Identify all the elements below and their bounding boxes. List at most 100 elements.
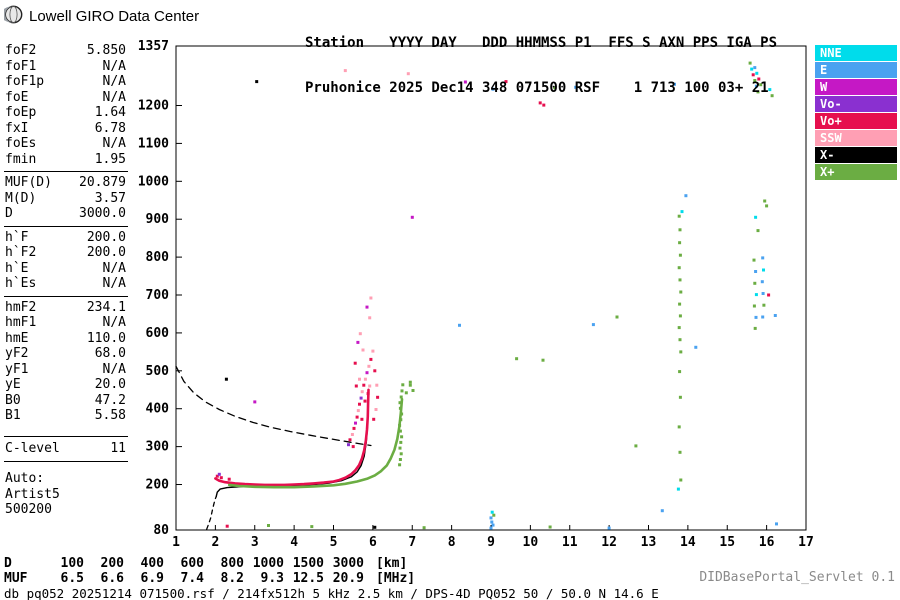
station-header-columns: Station YYYY DAY DDD HHMMSS P1 FFS S AXN… — [305, 35, 778, 51]
param-value: 234.1 — [86, 299, 126, 315]
legend-item-E: E — [815, 62, 897, 78]
svg-text:1000: 1000 — [138, 174, 169, 189]
param-group-4: C-level 11 — [4, 437, 128, 462]
legend: NNE E W Vo- Vo+ SSW X- X+ — [815, 45, 897, 181]
svg-text:900: 900 — [146, 212, 170, 227]
param-value: N/A — [102, 89, 126, 105]
svg-text:9: 9 — [487, 535, 495, 550]
svg-text:300: 300 — [146, 440, 170, 455]
table-row-MUF: MUF 6.5 6.6 6.9 7.4 8.2 9.3 12.5 20.9 [MHz] — [4, 571, 415, 586]
param-label: hmE — [5, 330, 29, 346]
param-label: yE — [5, 377, 21, 392]
param-row-fmin: fmin 1.95 — [5, 152, 126, 168]
param-row-MUF-D-: MUF(D) 20.879 — [5, 175, 126, 191]
param-row-foE: foE N/A — [5, 90, 126, 106]
svg-text:600: 600 — [146, 326, 170, 341]
parameter-groups: foF2 5.850 foF1 N/A foF1p N/A foE N/A foEp 1.64 fx… — [4, 40, 128, 462]
param-label: yF1 — [5, 361, 29, 377]
param-label: D — [5, 206, 13, 221]
svg-text:1200: 1200 — [138, 99, 169, 114]
table-cell: 6.9 — [140, 571, 164, 586]
artist-fitted-trace — [215, 394, 370, 498]
legend-item-W: W — [815, 79, 897, 95]
param-row-hmF2: hmF2 234.1 — [5, 300, 126, 316]
x-mode-trace — [227, 397, 404, 489]
svg-text:10: 10 — [523, 535, 539, 550]
svg-text:16: 16 — [759, 535, 775, 550]
param-value: 3.57 — [94, 190, 126, 206]
param-label: foEp — [5, 105, 37, 120]
param-value: 1.64 — [94, 105, 126, 120]
param-row-C-level: C-level 11 — [5, 441, 126, 457]
param-row-foEs: foEs N/A — [5, 136, 126, 152]
svg-text:15: 15 — [719, 535, 735, 550]
param-label: hmF1 — [5, 315, 37, 330]
param-label: C-level — [5, 440, 60, 456]
svg-text:17: 17 — [798, 535, 814, 550]
table-cell: 400 — [140, 556, 164, 571]
table-cell: 6.6 — [100, 571, 124, 586]
param-row-foF2: foF2 5.850 — [5, 43, 126, 59]
param-value: 110.0 — [86, 330, 126, 346]
table-cell: 600 — [180, 556, 204, 571]
svg-text:5: 5 — [330, 535, 338, 550]
svg-text:200: 200 — [146, 478, 170, 493]
svg-text:1100: 1100 — [138, 136, 169, 151]
param-row-B1: B1 5.58 — [5, 408, 126, 424]
table-cell: 200 — [100, 556, 124, 571]
row-unit: [km] — [376, 556, 408, 571]
param-value: N/A — [102, 361, 126, 377]
param-label: fxI — [5, 120, 29, 136]
param-label: foEs — [5, 136, 37, 151]
svg-text:80: 80 — [153, 523, 169, 538]
param-value: 200.0 — [86, 229, 126, 245]
param-value: N/A — [102, 260, 126, 276]
param-row-h-Es: h`Es N/A — [5, 276, 126, 292]
param-label: h`F — [5, 229, 29, 245]
legend-item-SSW: SSW — [815, 130, 897, 146]
table-row-D: D 100 200 400 600 800 1000 1500 3000 [km] — [4, 556, 415, 571]
status-line: db pq052 20251214 071500.rsf / 214fx512h… — [4, 586, 659, 600]
param-value: 5.850 — [86, 43, 126, 58]
table-cell: 3000 — [332, 556, 364, 571]
param-label: foF1 — [5, 58, 37, 74]
table-cell: 1000 — [252, 556, 284, 571]
param-value: 11 — [110, 440, 126, 456]
param-value: N/A — [102, 315, 126, 330]
legend-item-NNE: NNE — [815, 45, 897, 61]
param-row-foF1p: foF1p N/A — [5, 74, 126, 90]
param-value: N/A — [102, 58, 126, 74]
param-value: 20.879 — [79, 175, 126, 190]
param-value: 47.2 — [94, 392, 126, 408]
table-cell: 9.3 — [260, 571, 284, 586]
svg-text:11: 11 — [562, 535, 578, 550]
table-cell: 800 — [220, 556, 244, 571]
table-cell: 20.9 — [332, 571, 364, 586]
table-cell: 8.2 — [220, 571, 244, 586]
svg-text:6: 6 — [369, 535, 377, 550]
svg-text:4: 4 — [290, 535, 298, 550]
legend-item-Vo-: Vo- — [815, 96, 897, 112]
auto-version: 500200 — [5, 502, 52, 517]
param-label: hmF2 — [5, 299, 37, 315]
auto-label: Auto: — [5, 471, 45, 486]
table-cell: 6.5 — [60, 571, 84, 586]
svg-text:2: 2 — [211, 535, 219, 550]
param-row-h-F2: h`F2 200.0 — [5, 245, 126, 261]
param-label: M(D) — [5, 190, 37, 206]
param-value: 1.95 — [94, 151, 126, 167]
auto-software: Artist5 — [5, 486, 60, 502]
spread-f-echoes — [215, 296, 380, 481]
param-row-hmE: hmE 110.0 — [5, 331, 126, 347]
param-row-D: D 3000.0 — [5, 206, 126, 222]
y-axis: 80 200 300 400 500 600 700 800 900 1000 1100 1200 13… — [138, 39, 182, 538]
param-value: 20.0 — [94, 377, 126, 392]
param-row-M-D-: M(D) 3.57 — [5, 191, 126, 207]
table-cell: 100 — [60, 556, 84, 571]
param-value: 68.0 — [94, 346, 126, 361]
param-value: N/A — [102, 74, 126, 89]
param-group-3: hmF2 234.1 hmF1 N/A hmE 110.0 yF2 68.0 yF1 N/A yE 2… — [4, 297, 128, 437]
param-row-h-E: h`E N/A — [5, 261, 126, 277]
param-value: 3000.0 — [79, 206, 126, 221]
